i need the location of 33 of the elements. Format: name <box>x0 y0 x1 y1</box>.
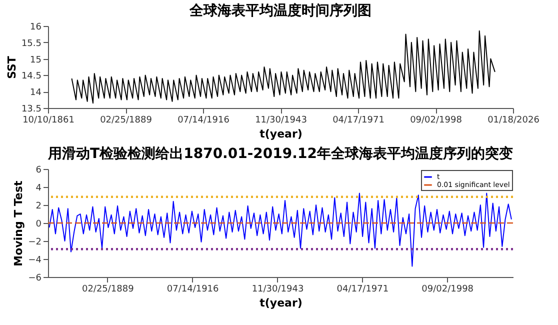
y-tick-label: 13.5 <box>21 104 42 114</box>
x-tick-label: 07/14/1916 <box>178 116 230 126</box>
x-tick-label: 07/14/1916 <box>166 284 220 294</box>
x-axis-title: t(year) <box>260 296 302 310</box>
x-tick-label: 02/25/1889 <box>100 116 152 126</box>
chart-title: 用滑动T检验检测给出1870.01-2019.12年全球海表平均温度序列的突变 <box>47 145 513 162</box>
line-series <box>48 192 512 267</box>
y-tick-label: −4 <box>28 256 42 266</box>
x-tick-label: 09/02/1998 <box>422 284 474 294</box>
y-tick-label: 16 <box>30 22 42 32</box>
y-tick-label: −6 <box>28 274 42 284</box>
y-tick-label: 6 <box>36 166 42 176</box>
y-tick-label: −2 <box>28 238 42 248</box>
x-axis-title: t(year) <box>260 128 302 140</box>
x-tick-label: 09/02/1998 <box>410 116 462 126</box>
x-tick-label: 04/17/1971 <box>332 116 384 126</box>
y-axis-title: Moving T Test <box>12 180 26 266</box>
y-axis-title: SST <box>5 56 18 79</box>
line-series <box>71 30 496 104</box>
x-tick-label: 02/25/1889 <box>82 284 134 294</box>
y-tick-label: 15 <box>30 55 42 66</box>
x-tick-label: 11/30/1943 <box>252 284 304 294</box>
y-tick-label: 15.5 <box>21 38 42 49</box>
x-tick-label: 11/30/1943 <box>255 116 307 126</box>
x-tick-label: 04/17/1971 <box>336 284 389 294</box>
y-tick-label: 14 <box>30 88 42 98</box>
chart-title: 全球海表平均温度时间序列图 <box>188 2 372 19</box>
y-tick-label: 14.5 <box>21 72 42 82</box>
y-tick-label: 4 <box>36 184 42 194</box>
y-tick-label: 0 <box>36 220 42 230</box>
y-tick-label: 2 <box>36 202 42 212</box>
x-tick-label: 10/10/1861 <box>22 116 74 126</box>
x-tick-label: 01/18/2026 <box>488 116 540 126</box>
